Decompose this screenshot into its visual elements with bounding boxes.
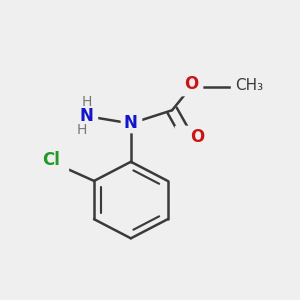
FancyBboxPatch shape: [121, 115, 141, 132]
Text: O: O: [190, 128, 204, 146]
FancyBboxPatch shape: [175, 126, 196, 142]
Text: CH₃: CH₃: [236, 78, 263, 93]
FancyBboxPatch shape: [41, 154, 62, 170]
Text: O: O: [184, 75, 198, 93]
FancyBboxPatch shape: [76, 108, 97, 124]
FancyBboxPatch shape: [175, 126, 196, 142]
FancyBboxPatch shape: [35, 154, 68, 170]
FancyBboxPatch shape: [231, 78, 266, 95]
Text: H: H: [82, 95, 92, 109]
FancyBboxPatch shape: [121, 115, 141, 132]
Text: H: H: [77, 123, 88, 137]
Text: N: N: [80, 107, 94, 125]
Text: Cl: Cl: [42, 151, 60, 169]
Text: N: N: [124, 115, 138, 133]
FancyBboxPatch shape: [181, 78, 202, 95]
FancyBboxPatch shape: [181, 78, 202, 95]
